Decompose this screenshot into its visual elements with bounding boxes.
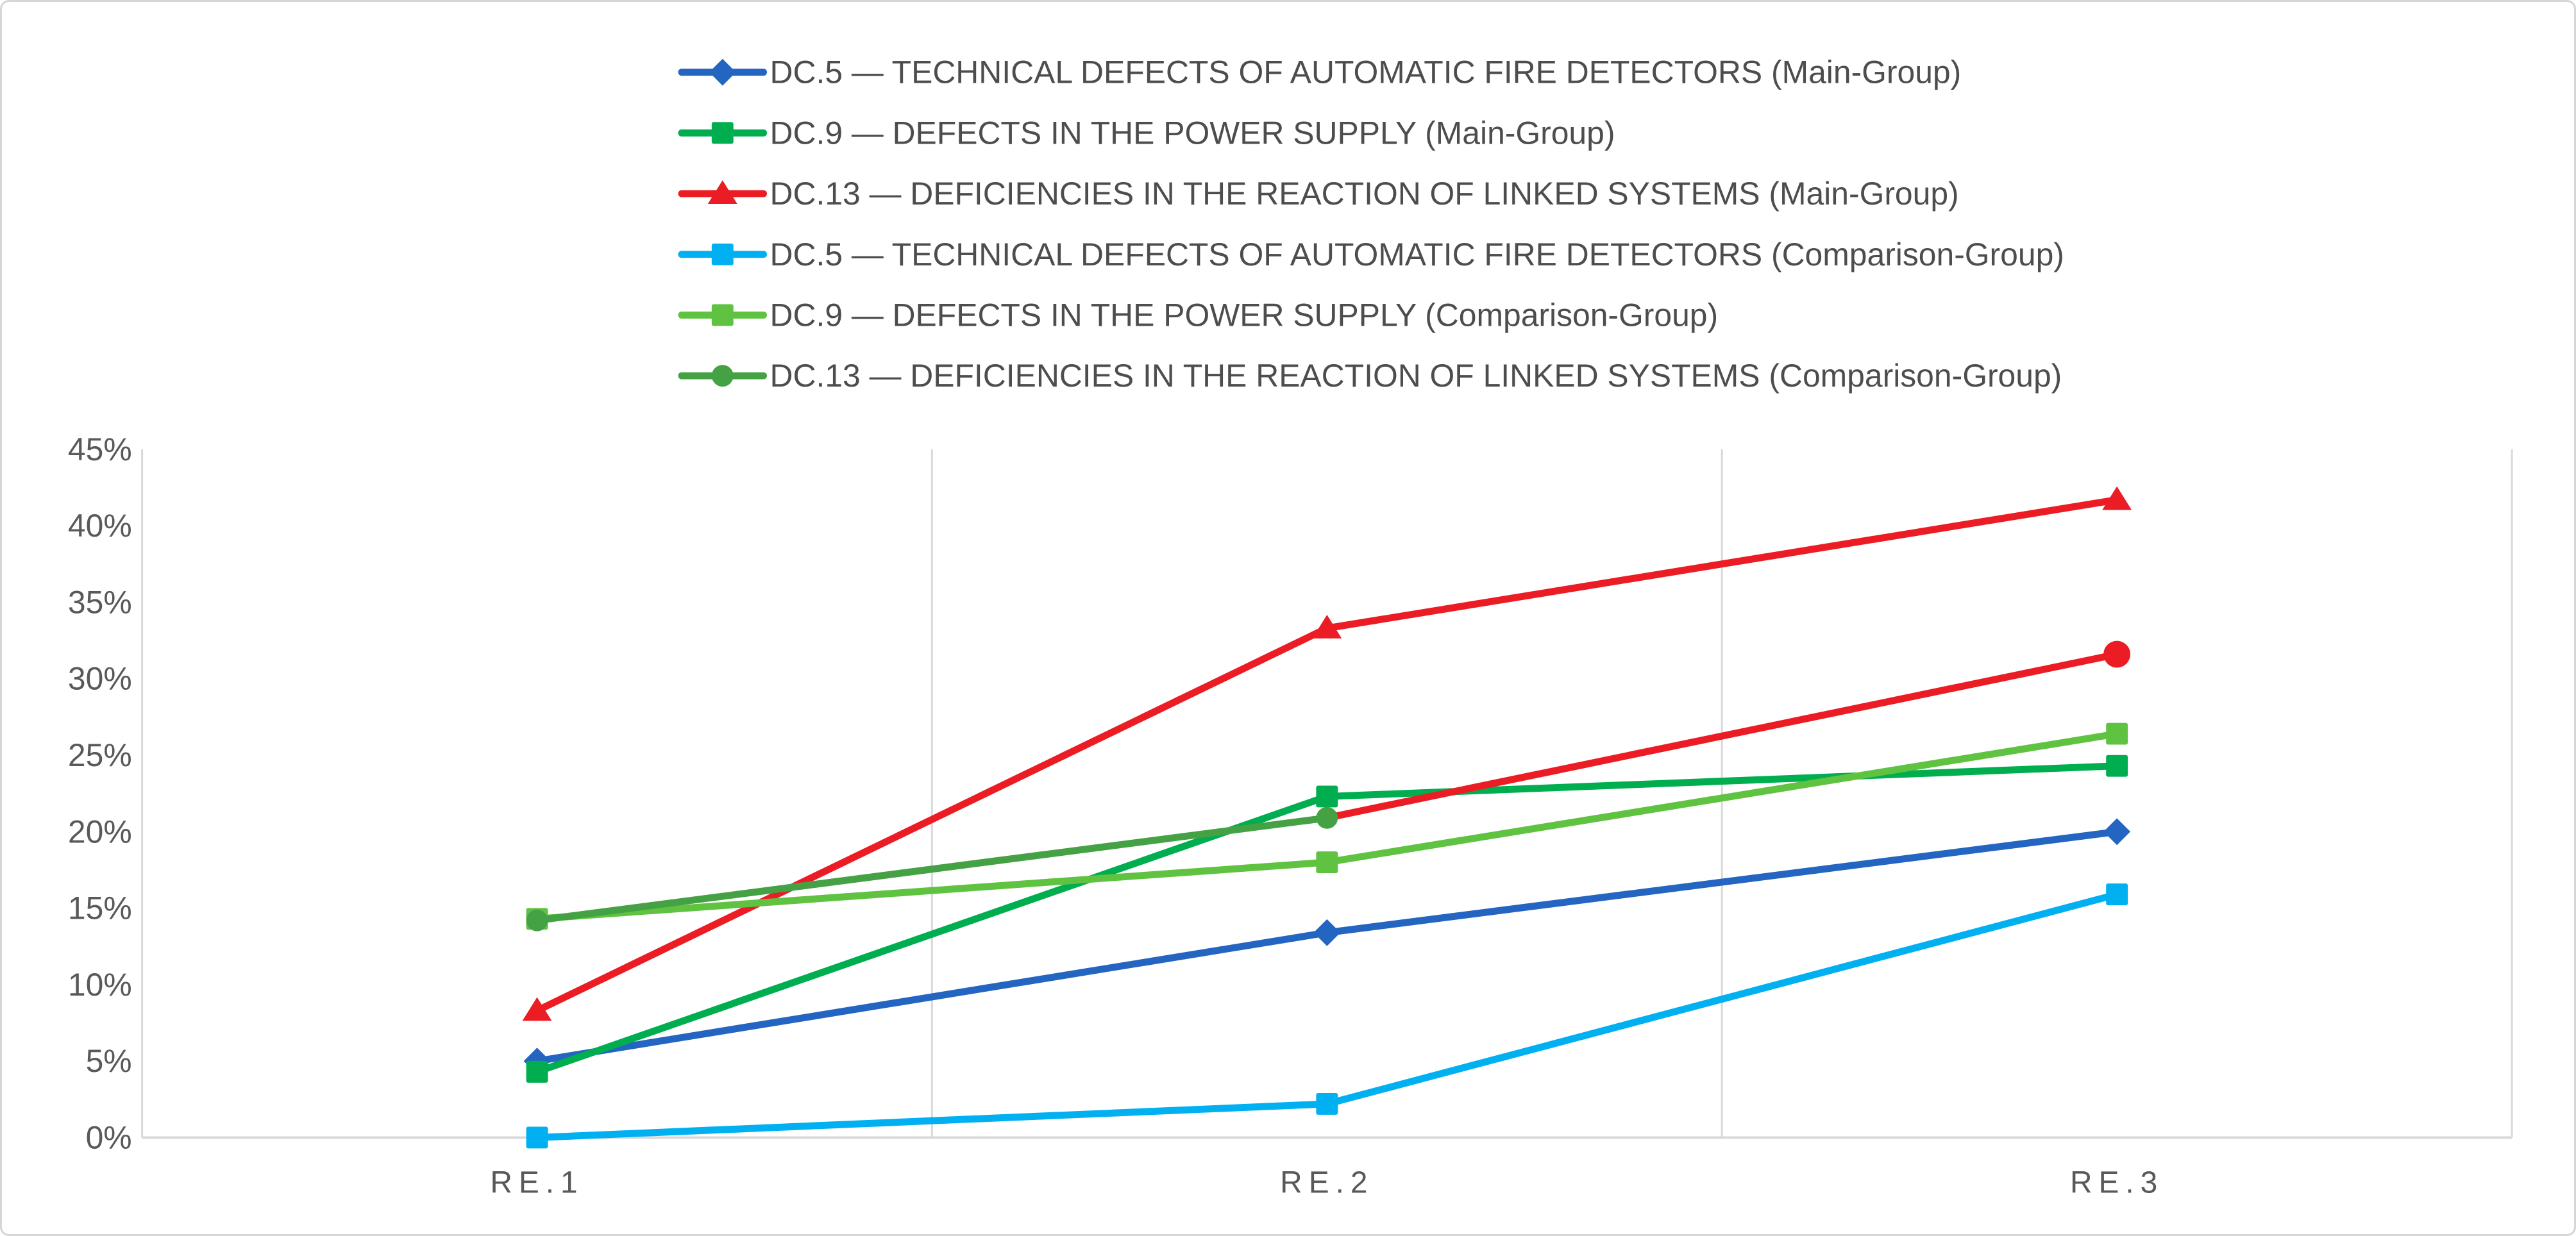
legend-label: DC.5 — TECHNICAL DEFECTS OF AUTOMATIC FI… bbox=[770, 237, 2064, 272]
x-category-label: RE.3 bbox=[2070, 1166, 2164, 1200]
series-line-dc9-main bbox=[534, 792, 1331, 1076]
legend-label: DC.13 — DEFICIENCIES IN THE REACTION OF … bbox=[770, 176, 1959, 212]
legend-marker-square-icon bbox=[711, 304, 734, 326]
series-dc5-comparison bbox=[526, 883, 2128, 1149]
chart-legend: DC.5 — TECHNICAL DEFECTS OF AUTOMATIC FI… bbox=[678, 54, 2064, 394]
legend-item-dc5-comparison: DC.5 — TECHNICAL DEFECTS OF AUTOMATIC FI… bbox=[678, 237, 2064, 272]
series-marker-dc13-main bbox=[1312, 615, 1342, 639]
series-marker-dc13-comparison bbox=[526, 909, 548, 931]
series-marker-dc9-main bbox=[1316, 785, 1338, 808]
series-marker-dc5-comparison bbox=[2106, 883, 2128, 906]
legend-marker-triangle-icon bbox=[707, 180, 737, 205]
series-line-dc5-comparison bbox=[534, 1100, 1331, 1141]
legend-item-dc5-main: DC.5 — TECHNICAL DEFECTS OF AUTOMATIC FI… bbox=[678, 54, 1962, 90]
y-tick-label: 20% bbox=[68, 814, 132, 849]
legend-marker-square-icon bbox=[711, 243, 734, 265]
legend-item-dc13-comparison: DC.13 — DEFICIENCIES IN THE REACTION OF … bbox=[678, 358, 2062, 394]
series-marker-dc5-main bbox=[2103, 818, 2131, 846]
series-marker-dc13-main bbox=[2102, 486, 2132, 510]
y-tick-label: 45% bbox=[68, 431, 132, 467]
series-marker-dc5-comparison bbox=[526, 1126, 548, 1149]
legend-label: DC.5 — TECHNICAL DEFECTS OF AUTOMATIC FI… bbox=[770, 54, 1962, 90]
series-marker-dc5-main bbox=[1313, 919, 1341, 946]
y-tick-label: 40% bbox=[68, 508, 132, 544]
series-line-dc5-main bbox=[1323, 828, 2121, 937]
series-line-dc9-comparison bbox=[1323, 730, 2121, 866]
series-marker-dc5-comparison bbox=[1316, 1093, 1338, 1115]
series-line-dc13-main bbox=[1323, 496, 2121, 632]
y-tick-label: 30% bbox=[68, 661, 132, 697]
x-category-label: RE.2 bbox=[1280, 1166, 1374, 1200]
series-marker-dc13-comparison bbox=[2103, 640, 2131, 668]
series-line-dc9-comparison bbox=[534, 858, 1331, 923]
series-marker-dc9-comparison bbox=[2106, 722, 2128, 745]
series-line-dc5-main bbox=[534, 929, 1331, 1065]
series-dc13-main bbox=[522, 486, 2132, 1021]
legend-item-dc9-comparison: DC.9 — DEFECTS IN THE POWER SUPPLY (Comp… bbox=[678, 297, 1719, 333]
series-marker-dc13-comparison bbox=[1316, 806, 1338, 829]
series-line-dc13-comparison bbox=[1323, 651, 2121, 822]
series-line-dc13-main bbox=[534, 624, 1331, 1014]
legend-marker-circle-icon bbox=[711, 365, 734, 387]
series-marker-dc9-main bbox=[526, 1060, 548, 1083]
legend-label: DC.13 — DEFICIENCIES IN THE REACTION OF … bbox=[770, 358, 2062, 394]
y-tick-label: 5% bbox=[86, 1043, 132, 1079]
x-category-label: RE.1 bbox=[490, 1166, 584, 1200]
series-marker-dc9-main bbox=[2106, 755, 2128, 777]
legend-item-dc9-main: DC.9 — DEFECTS IN THE POWER SUPPLY (Main… bbox=[678, 115, 1615, 151]
y-tick-label: 25% bbox=[68, 737, 132, 773]
legend-item-dc13-main: DC.13 — DEFICIENCIES IN THE REACTION OF … bbox=[678, 176, 1959, 212]
gridlines-layer bbox=[930, 449, 2513, 1138]
series-line-dc5-comparison bbox=[1323, 890, 2121, 1108]
legend-marker-square-icon bbox=[711, 122, 734, 144]
axis-labels-layer: 0% 5% 10% 15% 20% 25% 30% 35% 40% 45% RE.1 RE.2 RE.3 bbox=[68, 431, 2164, 1200]
y-tick-label: 15% bbox=[68, 890, 132, 926]
series-marker-dc13-main bbox=[522, 997, 552, 1021]
series-dc13-comparison bbox=[526, 640, 2131, 931]
series-layer bbox=[522, 486, 2132, 1149]
series-dc9-main bbox=[526, 755, 2128, 1083]
series-marker-dc9-comparison bbox=[1316, 851, 1338, 873]
y-tick-label: 35% bbox=[68, 584, 132, 620]
legend-marker-diamond-icon bbox=[709, 58, 736, 86]
series-line-dc13-comparison bbox=[534, 814, 1331, 924]
y-tick-label: 0% bbox=[86, 1119, 132, 1155]
legend-label: DC.9 — DEFECTS IN THE POWER SUPPLY (Main… bbox=[770, 115, 1615, 151]
series-dc5-main bbox=[523, 818, 2131, 1075]
legend-label: DC.9 — DEFECTS IN THE POWER SUPPLY (Comp… bbox=[770, 297, 1719, 333]
y-tick-label: 10% bbox=[68, 967, 132, 1003]
